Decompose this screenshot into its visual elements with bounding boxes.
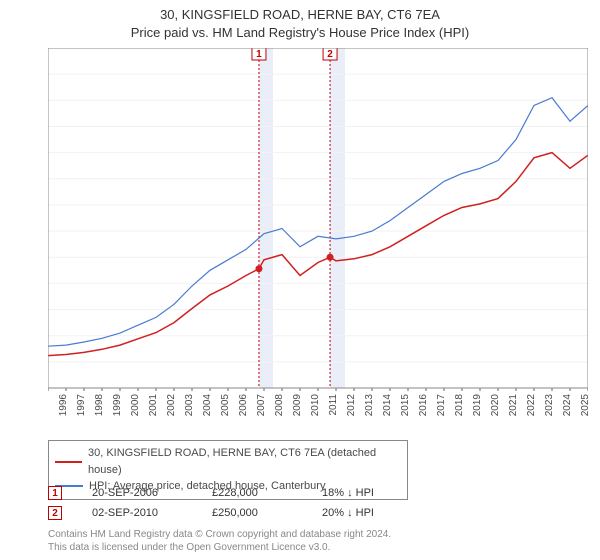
x-tick-label: 2010 (310, 394, 321, 417)
chart-plot-area: £0£50K£100K£150K£200K£250K£300K£350K£400… (48, 48, 588, 388)
license-line2: This data is licensed under the Open Gov… (48, 541, 391, 554)
x-tick-label: 2002 (166, 394, 177, 417)
title-line1: 30, KINGSFIELD ROAD, HERNE BAY, CT6 7EA (0, 6, 600, 24)
marker-flag-num: 2 (327, 49, 333, 60)
marker-flag-num: 1 (256, 49, 262, 60)
x-tick-label: 2025 (580, 394, 588, 417)
x-tick-label: 2020 (490, 394, 501, 417)
x-tick-label: 2016 (418, 394, 429, 417)
marker-delta: 18% ↓ HPI (322, 487, 374, 499)
x-tick-label: 2021 (508, 394, 519, 417)
marker-delta: 20% ↓ HPI (322, 507, 374, 519)
license-line1: Contains HM Land Registry data © Crown c… (48, 528, 391, 541)
marker-price: £228,000 (212, 487, 292, 499)
title-line2: Price paid vs. HM Land Registry's House … (0, 24, 600, 42)
marker-num-box: 2 (48, 506, 62, 520)
x-tick-label: 2018 (454, 394, 465, 417)
marker-num-box: 1 (48, 486, 62, 500)
license-text: Contains HM Land Registry data © Crown c… (48, 528, 391, 554)
marker-table-row: 1 20-SEP-2006 £228,000 18% ↓ HPI (48, 483, 374, 503)
x-tick-label: 2017 (436, 394, 447, 417)
x-tick-label: 2022 (526, 394, 537, 417)
legend-label: 30, KINGSFIELD ROAD, HERNE BAY, CT6 7EA … (88, 445, 401, 478)
highlight-band (259, 48, 273, 388)
series-marker (327, 254, 334, 261)
marker-date: 20-SEP-2006 (92, 487, 182, 499)
x-tick-label: 2023 (544, 394, 555, 417)
series-hpi (48, 98, 588, 347)
x-tick-label: 2015 (400, 394, 411, 417)
marker-price: £250,000 (212, 507, 292, 519)
x-tick-label: 2009 (292, 394, 303, 417)
x-tick-label: 2001 (148, 394, 159, 417)
chart-title: 30, KINGSFIELD ROAD, HERNE BAY, CT6 7EA … (0, 0, 600, 42)
highlight-band (330, 48, 345, 388)
x-tick-label: 2006 (238, 394, 249, 417)
series-price_paid (48, 153, 588, 356)
x-tick-label: 2000 (130, 394, 141, 417)
x-tick-label: 1998 (94, 394, 105, 417)
x-tick-label: 2003 (184, 394, 195, 417)
legend-swatch (55, 461, 82, 463)
x-tick-label: 2007 (256, 394, 267, 417)
marker-table-row: 2 02-SEP-2010 £250,000 20% ↓ HPI (48, 503, 374, 523)
x-tick-label: 1995 (48, 394, 51, 417)
chart-svg: £0£50K£100K£150K£200K£250K£300K£350K£400… (48, 48, 588, 428)
x-tick-label: 2008 (274, 394, 285, 417)
marker-table: 1 20-SEP-2006 £228,000 18% ↓ HPI 2 02-SEP-201… (48, 483, 374, 523)
x-tick-label: 2004 (202, 394, 213, 417)
series-marker (255, 265, 262, 272)
legend-row: 30, KINGSFIELD ROAD, HERNE BAY, CT6 7EA … (55, 445, 401, 478)
x-tick-label: 2019 (472, 394, 483, 417)
x-tick-label: 1996 (58, 394, 69, 417)
x-tick-label: 2005 (220, 394, 231, 417)
x-tick-label: 2012 (346, 394, 357, 417)
x-tick-label: 2013 (364, 394, 375, 417)
marker-date: 02-SEP-2010 (92, 507, 182, 519)
x-tick-label: 2014 (382, 394, 393, 417)
x-tick-label: 2024 (562, 394, 573, 417)
x-tick-label: 2011 (328, 394, 339, 416)
x-tick-label: 1999 (112, 394, 123, 417)
x-tick-label: 1997 (76, 394, 87, 417)
plot-border (48, 48, 588, 388)
